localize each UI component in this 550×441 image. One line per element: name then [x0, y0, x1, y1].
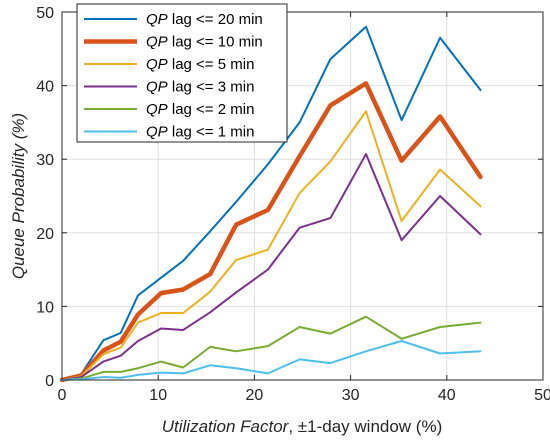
series-layer	[59, 25, 483, 383]
series-line-1	[59, 81, 483, 383]
series-line-3	[61, 153, 482, 381]
x-tick-label: 30	[342, 387, 360, 404]
legend: QP lag <= 20 min QP lag <= 10 min QP lag <…	[76, 3, 288, 143]
x-tick-label: 0	[58, 387, 67, 404]
x-tick-label: 20	[246, 387, 264, 404]
x-tick-label: 40	[438, 387, 456, 404]
legend-entry-4: QP lag <= 2 min	[146, 101, 254, 118]
x-tick-label: 50	[534, 387, 550, 404]
y-tick-label: 20	[36, 226, 54, 243]
x-axis-label: Utilization Factor, ±1-day window (%)	[162, 417, 443, 436]
series-line-0	[61, 25, 482, 381]
legend-entry-2: QP lag <= 5 min	[146, 56, 254, 73]
series-line-2	[61, 110, 482, 381]
series-line-5	[61, 339, 482, 381]
series-line-4	[61, 315, 482, 381]
legend-entry-1: QP lag <= 10 min	[146, 34, 263, 51]
legend-entry-0: QP lag <= 20 min	[146, 11, 263, 28]
y-tick-label: 30	[36, 152, 54, 169]
legend-entry-5: QP lag <= 1 min	[146, 124, 254, 141]
legend-box	[76, 3, 288, 143]
y-tick-label: 50	[36, 5, 54, 22]
plot-frame	[61, 11, 544, 381]
x-tick-label: 10	[149, 387, 167, 404]
axis-ticks: 0 10 20 30 40 50 0 10 20 30 40 50	[36, 5, 550, 404]
legend-entry-3: QP lag <= 3 min	[146, 79, 254, 96]
y-axis-label: Queue Probability (%)	[9, 113, 28, 279]
y-tick-label: 10	[36, 299, 54, 316]
y-tick-label: 0	[45, 373, 54, 390]
y-tick-label: 40	[36, 79, 54, 96]
